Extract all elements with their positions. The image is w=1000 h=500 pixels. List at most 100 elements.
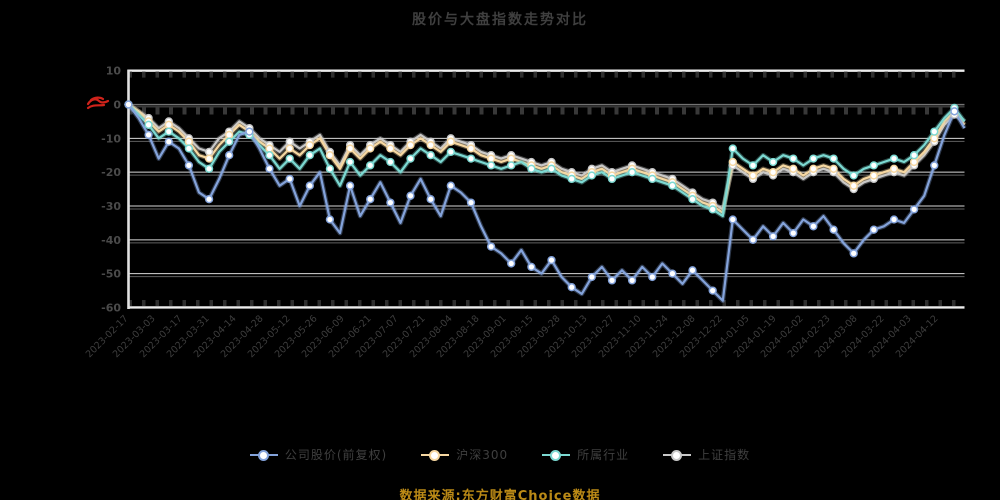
series-marker-0 [184,161,194,170]
legend-item-3[interactable]: 上证指数 [663,446,750,463]
legend-marker-icon [249,449,278,461]
series-marker-1 [305,140,314,150]
series-marker-2 [889,154,899,163]
series-marker-0 [527,262,536,272]
series-marker-1 [507,154,516,163]
series-marker-2 [366,161,375,170]
series-marker-3 [204,147,214,157]
series-marker-0 [345,181,355,190]
y-tick-label: -60 [101,301,121,314]
series-marker-0 [547,255,556,265]
series-marker-1 [265,144,274,153]
series-marker-1 [909,157,919,167]
series-marker-1 [789,164,798,173]
series-marker-1 [446,137,455,146]
series-marker-1 [184,137,194,146]
series-marker-2 [486,161,496,170]
series-marker-2 [869,161,878,170]
series-marker-2 [164,127,173,136]
series-marker-0 [688,266,697,275]
series-marker-1 [466,144,476,153]
series-marker-0 [648,272,657,282]
series-marker-1 [366,144,375,153]
series-marker-1 [406,140,415,150]
legend-marker-icon [421,449,450,461]
series-marker-1 [869,171,878,180]
series-marker-0 [668,269,677,278]
series-marker-2 [325,164,335,173]
series-marker-0 [829,225,838,234]
series-marker-2 [607,174,617,184]
grid-layer [127,69,965,309]
series-marker-1 [809,164,818,173]
series-marker-2 [507,161,516,170]
series-marker-1 [486,154,496,163]
series-line-2 [127,103,966,218]
legend-label: 上证指数 [698,448,751,462]
series-marker-0 [144,130,153,140]
series-marker-0 [748,235,758,244]
y-tick-label: -50 [101,268,121,281]
legend-ring [257,449,269,461]
series-marker-1 [829,164,838,173]
series-marker-2 [406,154,415,163]
series-marker-2 [466,154,476,163]
y-tick-label: 0 [113,99,121,112]
legend-marker-icon [663,449,692,461]
series-marker-2 [386,157,395,167]
legend-item-0[interactable]: 公司股价(前复权) [249,446,388,463]
series-marker-2 [930,127,939,136]
series-marker-0 [507,259,516,268]
red-annotation-mark [86,96,110,110]
series-marker-0 [265,164,274,173]
series-marker-3 [285,137,294,146]
series-marker-1 [748,171,758,180]
legend-label: 所属行业 [577,448,630,462]
series-marker-0 [587,272,596,282]
series-marker-0 [950,107,959,116]
series-marker-2 [587,171,596,180]
series-marker-0 [889,215,899,224]
series-marker-2 [627,168,637,177]
series-marker-0 [486,242,496,251]
series-layer [126,102,967,304]
series-line-3 [127,103,966,211]
legend-item-2[interactable]: 所属行业 [542,446,629,463]
series-marker-0 [930,161,939,170]
series-marker-0 [809,222,818,231]
legend-item-1[interactable]: 沪深300 [421,446,508,463]
source-note: 数据来源:东方财富Choice数据 [399,489,601,500]
series-marker-2 [305,151,314,160]
series-marker-2 [909,151,919,160]
series-halo-3 [127,102,966,212]
series-marker-2 [829,154,838,163]
series-marker-0 [386,198,395,207]
series-marker-2 [668,181,677,190]
series-marker-2 [265,151,274,160]
series-marker-1 [426,140,435,150]
series-marker-2 [204,164,214,173]
series-marker-1 [386,144,395,153]
series-marker-0 [225,151,234,160]
series-marker-2 [184,144,194,153]
series-marker-0 [124,100,133,109]
series-marker-0 [869,225,878,234]
legend-label: 公司股价(前复权) [284,448,388,462]
series-marker-2 [547,164,556,173]
series-marker-2 [728,144,737,153]
series-marker-1 [204,154,214,163]
legend-label: 沪深300 [456,448,509,462]
series-marker-0 [426,195,435,204]
series-marker-0 [728,215,737,224]
series-marker-0 [164,137,173,146]
series-marker-2 [225,137,234,146]
series-marker-0 [366,195,375,204]
series-marker-0 [789,228,798,238]
series-marker-1 [849,181,858,190]
series-marker-0 [325,215,335,224]
series-marker-0 [567,283,576,292]
series-marker-0 [406,191,415,200]
series-marker-0 [768,232,778,241]
